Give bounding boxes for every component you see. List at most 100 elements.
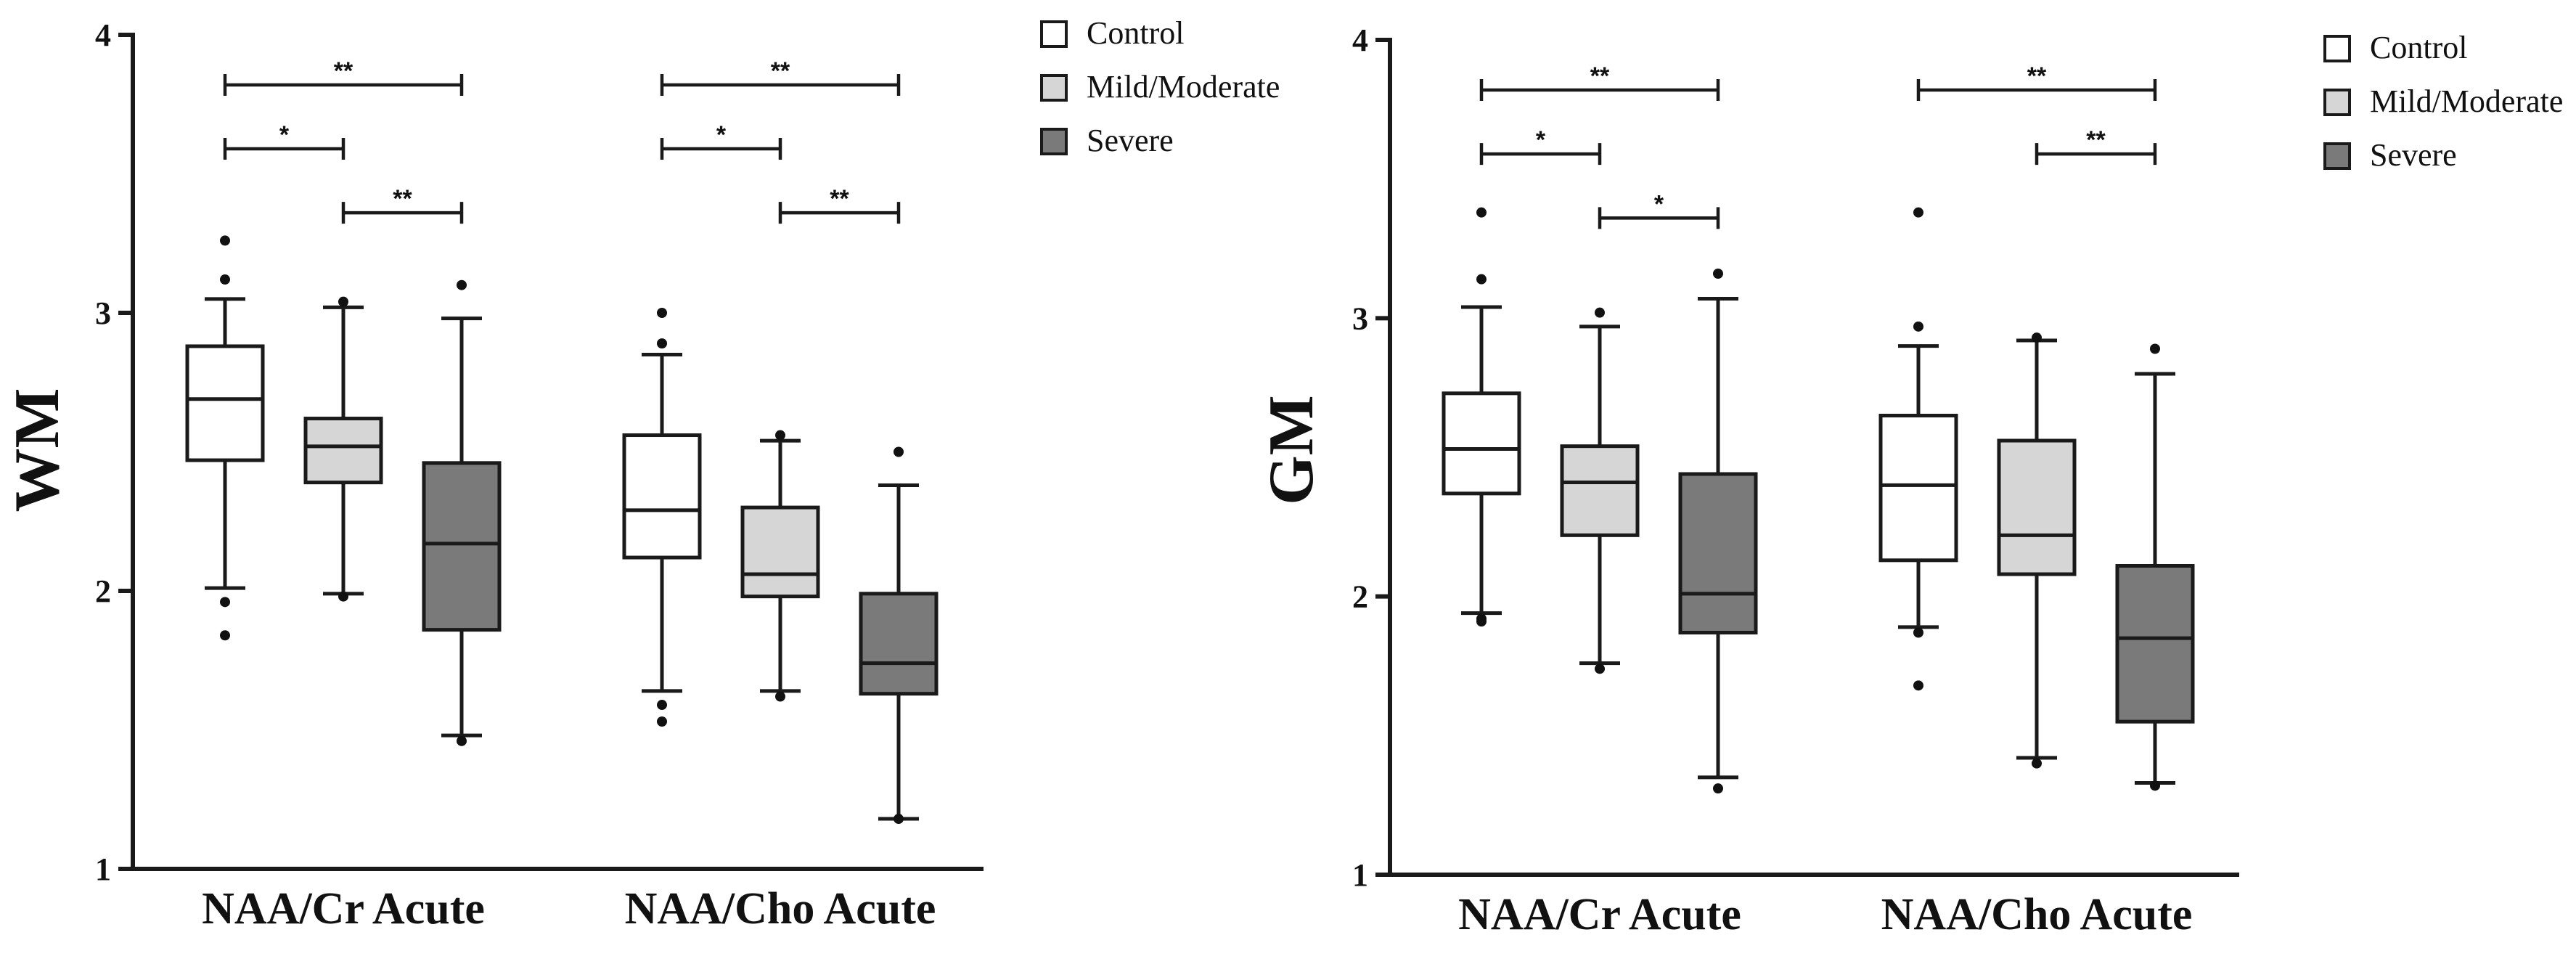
significance-label: ** bbox=[2086, 126, 2106, 154]
legend-swatch bbox=[2323, 142, 2351, 170]
outlier-point bbox=[2032, 758, 2042, 769]
x-category-label: NAA/Cr Acute bbox=[1458, 890, 1741, 939]
legend-label: Control bbox=[2370, 30, 2467, 65]
bracket-line bbox=[1598, 207, 1720, 229]
box-severe-naa-cho-acute bbox=[859, 446, 939, 825]
box-mild-moderate-naa-cr-acute bbox=[1560, 307, 1640, 674]
outlier-point bbox=[220, 597, 230, 608]
outlier-point bbox=[2150, 343, 2160, 354]
significance-label: ** bbox=[1590, 62, 1610, 90]
outlier-point bbox=[657, 716, 667, 727]
significance-bracket: ** bbox=[778, 185, 901, 224]
iqr-box bbox=[185, 344, 265, 462]
y-tick-label: 2 bbox=[95, 573, 111, 609]
significance-bracket: * bbox=[1479, 126, 1602, 166]
legend-swatch bbox=[1040, 74, 1068, 102]
legend-label: Mild/Moderate bbox=[2370, 83, 2563, 119]
legend-swatch bbox=[2323, 89, 2351, 116]
iqr-box bbox=[1678, 472, 1758, 634]
outlier-point bbox=[220, 274, 230, 285]
significance-bracket: ** bbox=[223, 57, 464, 96]
outlier-point bbox=[775, 691, 785, 702]
outlier-point bbox=[1913, 627, 1923, 638]
bracket-line bbox=[223, 138, 345, 160]
outlier-point bbox=[1476, 613, 1487, 624]
y-tick-label: 2 bbox=[1352, 579, 1368, 615]
outlier-point bbox=[457, 735, 467, 746]
y-tick-label: 1 bbox=[1352, 857, 1368, 893]
x-category-label: NAA/Cr Acute bbox=[202, 884, 485, 934]
outlier-point bbox=[657, 700, 667, 711]
legend-item-control: Control bbox=[2323, 30, 2467, 65]
outlier-point bbox=[2150, 780, 2160, 791]
legend-item-mild-moderate: Mild/Moderate bbox=[1040, 69, 1280, 105]
y-tick-label: 3 bbox=[95, 295, 111, 331]
outlier-point bbox=[657, 338, 667, 349]
iqr-box bbox=[1442, 391, 1521, 496]
bracket-line bbox=[778, 202, 901, 224]
outlier-point bbox=[338, 591, 348, 602]
iqr-box bbox=[303, 417, 383, 485]
legend-label: Severe bbox=[2370, 137, 2457, 173]
outlier-point bbox=[457, 279, 467, 290]
iqr-box bbox=[740, 505, 820, 599]
legend-item-severe: Severe bbox=[2323, 137, 2457, 173]
bracket-line bbox=[660, 73, 901, 96]
x-category-label: NAA/Cho Acute bbox=[625, 884, 936, 934]
bracket-line bbox=[660, 138, 782, 160]
legend-item-mild-moderate: Mild/Moderate bbox=[2323, 83, 2563, 119]
iqr-box bbox=[1878, 414, 1958, 563]
outlier-point bbox=[220, 235, 230, 246]
significance-label: * bbox=[279, 121, 290, 149]
bracket-line bbox=[2035, 143, 2157, 166]
legend-swatch bbox=[2323, 35, 2351, 62]
y-tick-label: 4 bbox=[1352, 23, 1368, 58]
significance-bracket: * bbox=[1598, 190, 1720, 229]
box-control-naa-cho-acute bbox=[1878, 207, 1958, 691]
significance-label: * bbox=[1536, 126, 1546, 154]
x-category-label: NAA/Cho Acute bbox=[1881, 890, 2193, 939]
outlier-point bbox=[894, 814, 904, 825]
significance-bracket: ** bbox=[1479, 62, 1720, 101]
outlier-point bbox=[2032, 332, 2042, 343]
bracket-line bbox=[223, 73, 464, 96]
y-axis-label: GM bbox=[1256, 395, 1327, 505]
box-mild-moderate-naa-cho-acute bbox=[740, 430, 820, 702]
legend-label: Severe bbox=[1087, 123, 1174, 158]
legend-label: Mild/Moderate bbox=[1087, 69, 1280, 105]
y-axis-label: WM bbox=[2, 388, 73, 512]
legend-swatch bbox=[1040, 20, 1068, 48]
iqr-box bbox=[1560, 444, 1640, 537]
significance-label: ** bbox=[771, 57, 790, 85]
outlier-point bbox=[220, 630, 230, 641]
box-severe-naa-cr-acute bbox=[1678, 269, 1758, 794]
outlier-point bbox=[338, 296, 348, 307]
significance-bracket: ** bbox=[1916, 62, 2157, 101]
significance-bracket: * bbox=[223, 121, 345, 160]
y-tick-label: 1 bbox=[95, 851, 111, 887]
outlier-point bbox=[1913, 680, 1923, 691]
iqr-box bbox=[622, 433, 702, 560]
outlier-point bbox=[657, 308, 667, 318]
outlier-point bbox=[1595, 663, 1605, 674]
box-control-naa-cr-acute bbox=[185, 235, 265, 641]
box-mild-moderate-naa-cho-acute bbox=[1997, 332, 2077, 769]
y-tick-label: 3 bbox=[1352, 301, 1368, 336]
outlier-point bbox=[1476, 207, 1487, 218]
significance-label: ** bbox=[334, 57, 353, 85]
legend-item-control: Control bbox=[1040, 15, 1184, 51]
iqr-box bbox=[2115, 564, 2195, 724]
y-tick-label: 4 bbox=[95, 17, 111, 53]
significance-label: ** bbox=[2027, 62, 2047, 90]
outlier-point bbox=[1913, 207, 1923, 218]
outlier-point bbox=[1713, 269, 1723, 279]
significance-label: ** bbox=[393, 185, 412, 213]
box-mild-moderate-naa-cr-acute bbox=[303, 296, 383, 602]
bracket-line bbox=[1916, 79, 2157, 101]
box-control-naa-cho-acute bbox=[622, 308, 702, 727]
outlier-point bbox=[775, 430, 785, 441]
bracket-line bbox=[1479, 143, 1602, 166]
